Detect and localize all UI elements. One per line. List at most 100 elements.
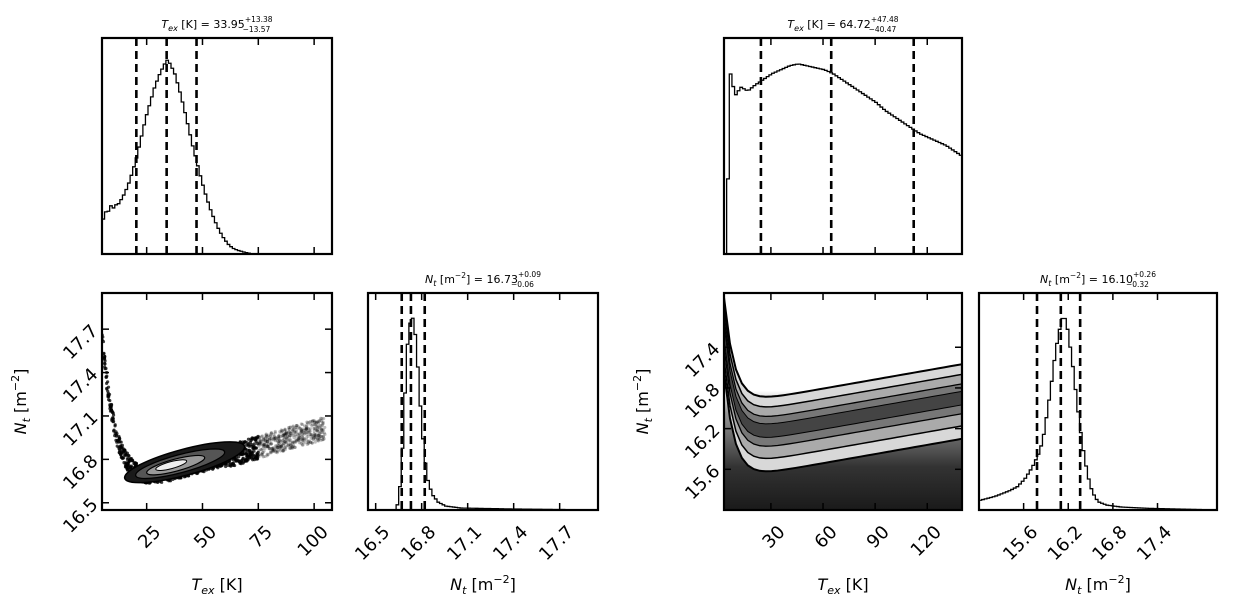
scatter-point <box>322 431 326 435</box>
scatter-point <box>108 405 113 409</box>
scatter-point <box>313 420 317 424</box>
scatter-point <box>316 437 320 441</box>
scatter-point <box>311 422 315 427</box>
scatter-point <box>308 440 313 444</box>
scatter-point <box>317 419 321 423</box>
scatter-point <box>265 440 270 444</box>
right-joint-xlabel: Tex [K] <box>817 575 868 597</box>
scatter-point <box>287 438 292 442</box>
scatter-point <box>310 419 314 423</box>
scatter-point <box>272 434 277 438</box>
scatter-point <box>315 425 319 429</box>
scatter-point <box>322 416 326 421</box>
scatter-point <box>295 438 299 442</box>
scatter-point <box>290 431 294 436</box>
scatter-point <box>286 434 290 438</box>
scatter-point <box>119 455 123 460</box>
scatter-point <box>269 436 273 441</box>
scatter-point <box>266 445 270 449</box>
scatter-point <box>259 447 263 452</box>
scatter-point <box>291 446 295 450</box>
scatter-point <box>291 424 295 428</box>
scatter-point <box>281 449 285 453</box>
left-joint-frame <box>100 291 334 512</box>
scatter-point <box>298 435 302 439</box>
scatter-point <box>121 446 125 450</box>
scatter-point <box>320 435 324 439</box>
scatter-point <box>308 429 312 433</box>
scatter-point <box>113 424 117 428</box>
scatter-point <box>114 430 118 434</box>
scatter-point <box>275 438 279 442</box>
scatter-point <box>266 452 270 457</box>
scatter-point <box>288 425 292 429</box>
scatter-point <box>258 440 262 444</box>
scatter-point <box>265 434 269 438</box>
right-nt-hist-hist-line <box>979 317 1218 511</box>
scatter-point <box>249 438 253 443</box>
scatter-point <box>317 429 321 433</box>
scatter-point <box>304 436 309 440</box>
scatter-point <box>287 442 291 446</box>
scatter-point <box>312 433 317 437</box>
scatter-point <box>282 433 286 437</box>
left-joint-xlabel: Tex [K] <box>191 575 242 597</box>
right-nt-hist-xtick-label: 17.4 <box>1133 522 1176 565</box>
scatter-point <box>278 434 283 439</box>
scatter-point <box>299 422 304 426</box>
right-joint-frame <box>722 291 964 512</box>
scatter-point <box>323 432 327 436</box>
scatter-point <box>277 444 281 448</box>
scatter-point <box>305 429 309 433</box>
scatter-point <box>316 421 321 425</box>
scatter-point <box>294 430 299 434</box>
scatter-point <box>319 434 323 439</box>
scatter-point <box>321 437 325 442</box>
scatter-point <box>268 434 272 438</box>
scatter-point <box>301 427 305 431</box>
scatter-point <box>290 430 294 434</box>
scatter-point <box>296 436 301 440</box>
scatter-point <box>227 460 231 464</box>
scatter-point <box>276 436 281 441</box>
scatter-point <box>247 448 252 452</box>
scatter-point <box>273 449 277 453</box>
scatter-point <box>281 446 285 451</box>
left-nt-hist-frame <box>366 291 600 512</box>
scatter-point <box>292 440 296 444</box>
scatter-point <box>281 449 285 453</box>
left-nt-hist-xtick-label: 16.8 <box>397 522 440 565</box>
scatter-point <box>291 440 295 444</box>
scatter-point <box>291 428 295 432</box>
scatter-point <box>309 440 313 444</box>
scatter-point <box>265 440 270 444</box>
left-joint-ytick-label: 17.4 <box>59 364 102 407</box>
scatter-point <box>106 391 110 395</box>
scatter-point <box>111 417 115 421</box>
scatter-point <box>279 444 283 448</box>
scatter-point <box>322 437 326 441</box>
scatter-point <box>284 446 288 450</box>
left-joint-xtick-label: 100 <box>294 522 333 561</box>
scatter-point <box>320 429 324 433</box>
scatter-point <box>259 452 263 456</box>
scatter-point <box>304 427 308 431</box>
scatter-point <box>269 442 273 446</box>
scatter-point <box>283 432 287 436</box>
scatter-point <box>302 430 306 435</box>
scatter-point <box>102 357 107 361</box>
scatter-point <box>320 423 324 427</box>
scatter-point <box>264 433 268 438</box>
scatter-point <box>261 438 265 442</box>
scatter-point <box>306 434 310 438</box>
scatter-point <box>313 435 317 439</box>
scatter-point <box>297 436 301 441</box>
scatter-point <box>319 424 323 428</box>
scatter-point <box>271 436 276 440</box>
scatter-point <box>258 440 262 444</box>
scatter-point <box>280 429 284 433</box>
scatter-point <box>269 442 273 446</box>
scatter-point <box>309 433 313 437</box>
scatter-point <box>275 445 280 449</box>
scatter-point <box>266 444 270 448</box>
